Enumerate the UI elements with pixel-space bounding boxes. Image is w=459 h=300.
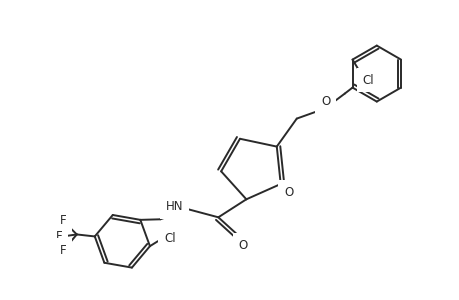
Text: F: F — [56, 230, 62, 243]
Text: F: F — [59, 214, 66, 227]
Text: Cl: Cl — [163, 232, 175, 245]
Text: O: O — [284, 185, 293, 199]
Text: Cl: Cl — [362, 74, 373, 87]
Text: O: O — [320, 95, 330, 108]
Text: F: F — [59, 244, 66, 257]
Text: O: O — [238, 239, 247, 252]
Text: HN: HN — [166, 200, 183, 213]
